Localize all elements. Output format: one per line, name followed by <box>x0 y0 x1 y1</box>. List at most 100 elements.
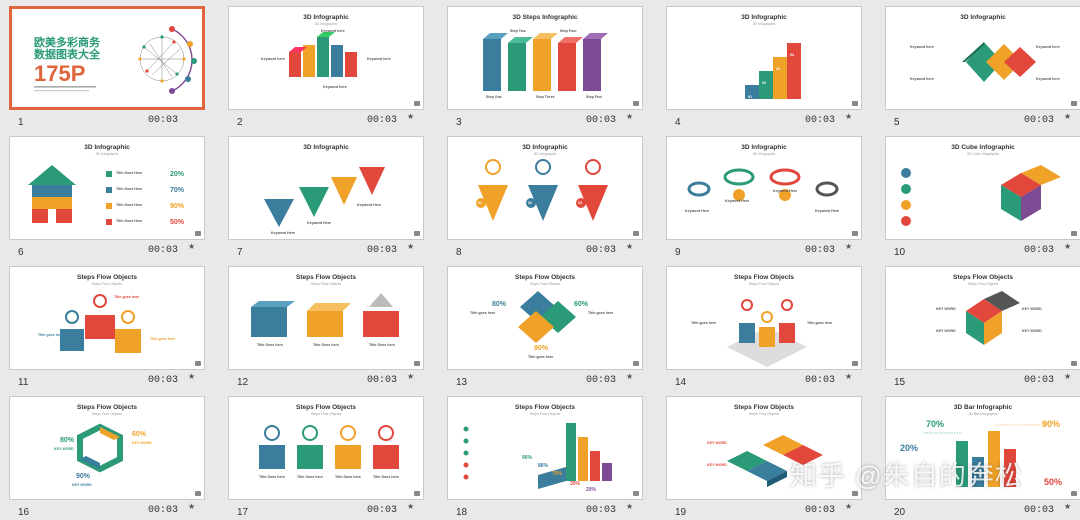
slide-number: 2 <box>237 117 243 128</box>
item-title: Title goes here <box>114 295 140 299</box>
percent-value: 50% <box>1044 477 1063 487</box>
slide-preview[interactable]: 3D Infographic 3D Infographic 01 02 03 <box>447 136 643 240</box>
slide-subtitle: 3D Bar Infographic <box>968 412 998 416</box>
transition-star-icon: ★ <box>845 112 853 121</box>
percent-value: 80% <box>60 437 75 444</box>
slide-thumbnail-2[interactable]: 3D Infographic 3D Infographic Keyword he… <box>219 0 435 130</box>
watermark: 知乎 @朱自的奔松 <box>790 461 1023 491</box>
slide-number: 17 <box>237 507 249 518</box>
steps-columns-graphic <box>483 33 608 91</box>
diamond-petals-graphic <box>518 291 576 343</box>
keyword-label: KEY WORD <box>72 483 92 487</box>
slide-thumbnail-3[interactable]: 3D Steps Infographic Step Two Step Four … <box>438 0 654 130</box>
slide-thumbnail-7[interactable]: 3D Infographic Keyword Here Keyword Here… <box>219 130 435 260</box>
slide-thumbnail-12[interactable]: Steps Flow Objects Steps Flow Objects Ti… <box>219 260 435 390</box>
slide-thumbnail-15[interactable]: Steps Flow Objects Steps Flow Objects KE… <box>876 260 1080 390</box>
slide-duration: 00:03 <box>148 115 179 126</box>
slide-preview[interactable]: 3D Infographic 3D Infographic Keyword he… <box>228 6 424 110</box>
slide-number: 6 <box>18 247 24 258</box>
slide-title: Steps Flow Objects <box>734 404 794 411</box>
slide-preview[interactable]: Steps Flow Objects Steps Flow Objects Ti… <box>228 396 424 500</box>
slide-thumbnail-11[interactable]: Steps Flow Objects Steps Flow Objects Ti… <box>0 260 216 390</box>
slide-subtitle: Steps Flow Objects <box>529 282 561 286</box>
isometric-cubes-graphic <box>727 299 807 367</box>
slide-subtitle: Steps Flow Objects <box>748 412 780 416</box>
slide-preview[interactable]: Steps Flow Objects Steps Flow Objects Ti… <box>9 266 205 370</box>
percent-value: 75% <box>552 471 563 477</box>
slide-title: 3D Infographic <box>741 144 787 151</box>
transition-star-icon: ★ <box>188 372 196 381</box>
slide-thumbnail-5[interactable]: 3D Infographic Keyword here Keyword here… <box>876 0 1080 130</box>
slide-preview[interactable]: Steps Flow Objects Steps Flow Objects KE… <box>885 266 1080 370</box>
item-title: Title Goes here <box>373 475 399 479</box>
slide-preview[interactable]: Steps Flow Objects Steps Flow Objects KE… <box>666 396 862 500</box>
slide-duration: 00:03 <box>805 115 836 126</box>
keyword-label: Keyword here <box>261 57 285 61</box>
cone-pins-graphic <box>264 167 385 227</box>
slide-thumbnail-6[interactable]: 3D Infographic 3D Infographic Title Goes… <box>0 130 216 260</box>
cube-infographic-graphic <box>901 165 1061 226</box>
slide-corner-icon <box>195 231 201 236</box>
slide-thumbnail-13[interactable]: Steps Flow Objects Steps Flow Objects 80… <box>438 260 654 390</box>
slide-thumbnail-14[interactable]: Steps Flow Objects Steps Flow Objects Ti… <box>657 260 873 390</box>
slide-preview[interactable]: 欧美多彩商务 数据图表大全 175P <box>9 6 205 110</box>
item-title: Title goes here <box>150 337 176 341</box>
slide-corner-icon <box>852 101 858 106</box>
slide-thumbnail-8[interactable]: 3D Infographic 3D Infographic 01 02 03 8… <box>438 130 654 260</box>
slide-title: Steps Flow Objects <box>515 404 575 411</box>
transition-star-icon: ★ <box>626 372 634 381</box>
slide-preview[interactable]: Steps Flow Objects Steps Flow Objects Ti… <box>228 266 424 370</box>
percent-value: 20% <box>170 171 185 178</box>
step-number: 01 <box>478 201 482 205</box>
slide-thumbnail-1[interactable]: 欧美多彩商务 数据图表大全 175P 1 00:03 <box>0 0 216 130</box>
slide-thumbnail-10[interactable]: 3D Cube Infographic 3D Cube Infographic … <box>876 130 1080 260</box>
slide-preview[interactable]: Steps Flow Objects Steps Flow Objects Ti… <box>666 266 862 370</box>
slide-subtitle: 3D Infographic <box>95 152 119 156</box>
slide-preview[interactable]: 3D Infographic 3D Infographic Title Goes… <box>9 136 205 240</box>
keyword-label: Keyword Here <box>307 221 332 225</box>
slide-preview[interactable]: Steps Flow Objects Steps Flow Objects 80… <box>447 266 643 370</box>
transition-star-icon: ★ <box>845 242 853 251</box>
percent-value: 50% <box>170 219 185 226</box>
slide-preview[interactable]: 3D Infographic Keyword Here Keyword Here… <box>228 136 424 240</box>
slide-preview[interactable]: 3D Infographic Keyword here Keyword here… <box>885 6 1080 110</box>
slide-title: Steps Flow Objects <box>953 274 1013 281</box>
percent-value: 86% <box>538 463 549 469</box>
slide-thumbnail-9[interactable]: 3D Infographic 3D Infographic Keyword He… <box>657 130 873 260</box>
step-label: Step One <box>486 95 502 99</box>
keyword-label: KEY WORD <box>707 441 727 445</box>
slide-corner-icon <box>852 361 858 366</box>
slide-corner-icon <box>1071 361 1077 366</box>
slide-thumbnail-19[interactable]: Steps Flow Objects Steps Flow Objects KE… <box>657 390 873 520</box>
slide-title: 3D Infographic <box>741 14 787 21</box>
cover-count: 175P <box>34 61 86 86</box>
slide-duration: 00:03 <box>1024 245 1055 256</box>
transition-star-icon: ★ <box>407 372 415 381</box>
item-title: Title goes here <box>38 333 64 337</box>
slide-subtitle: 3D Infographic <box>752 22 776 26</box>
slide-number: 5 <box>894 117 900 128</box>
slide-preview[interactable]: 3D Infographic 3D Infographic Keyword He… <box>666 136 862 240</box>
slide-title: 3D Infographic <box>960 14 1006 21</box>
slide-preview[interactable]: 3D Steps Infographic Step Two Step Four … <box>447 6 643 110</box>
slide-corner-icon <box>195 361 201 366</box>
keyword-label: KEY WORD <box>1022 307 1042 311</box>
slide-thumbnail-17[interactable]: Steps Flow Objects Steps Flow Objects Ti… <box>219 390 435 520</box>
slide-thumbnail-16[interactable]: Steps Flow Objects Steps Flow Objects 80… <box>0 390 216 520</box>
slide-thumbnail-18[interactable]: Steps Flow Objects Steps Flow Objects 96… <box>438 390 654 520</box>
slide-corner-icon <box>1071 491 1077 496</box>
transition-star-icon: ★ <box>407 112 415 121</box>
keyword-label: Keyword here <box>323 85 347 89</box>
slide-title: 3D Infographic <box>303 14 349 21</box>
keyword-label: Keyword Here <box>725 199 750 203</box>
slide-preview[interactable]: Steps Flow Objects Steps Flow Objects 80… <box>9 396 205 500</box>
slide-preview[interactable]: Steps Flow Objects Steps Flow Objects 96… <box>447 396 643 500</box>
slide-thumbnail-20[interactable]: 3D Bar Infographic 3D Bar Infographic 70… <box>876 390 1080 520</box>
slide-duration: 00:03 <box>1024 375 1055 386</box>
item-title: Title Goes Here <box>116 187 143 191</box>
slide-preview[interactable]: 3D Infographic 3D Infographic 01 02 03 0… <box>666 6 862 110</box>
slide-preview[interactable]: 3D Cube Infographic 3D Cube Infographic <box>885 136 1080 240</box>
slide-preview[interactable]: 3D Bar Infographic 3D Bar Infographic 70… <box>885 396 1080 500</box>
item-title: Title Goes here <box>369 343 395 347</box>
slide-thumbnail-4[interactable]: 3D Infographic 3D Infographic 01 02 03 0… <box>657 0 873 130</box>
